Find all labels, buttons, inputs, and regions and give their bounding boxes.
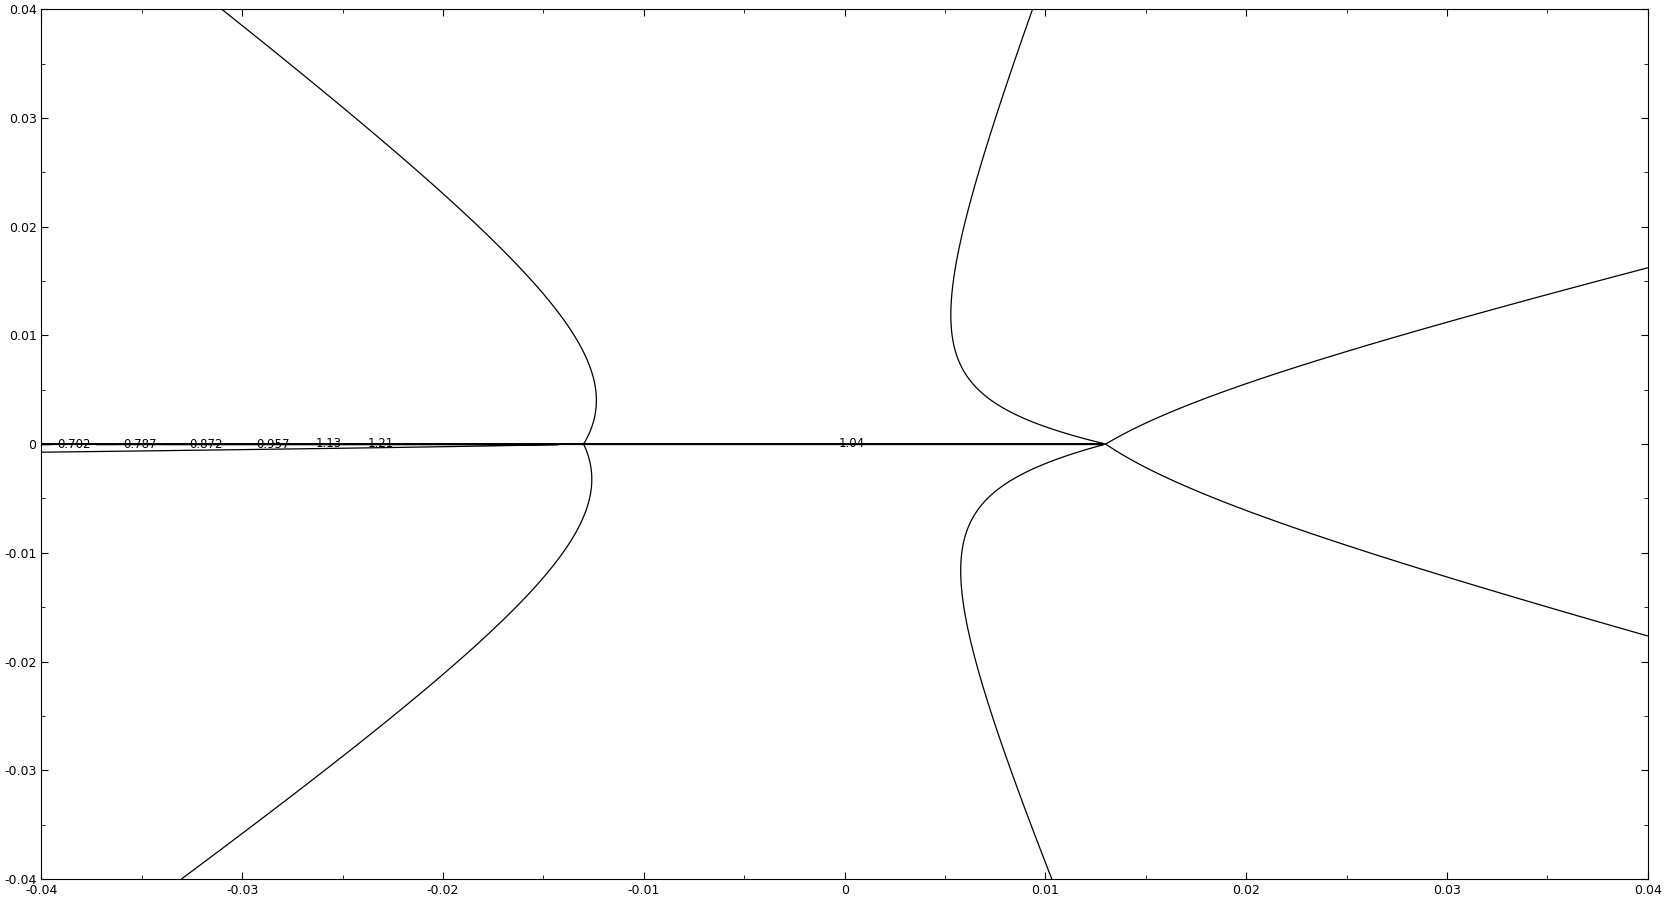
Text: 0.702: 0.702 bbox=[57, 438, 90, 451]
Text: 1.04: 1.04 bbox=[838, 437, 865, 450]
Text: 0.872: 0.872 bbox=[190, 438, 223, 450]
Text: 1.21: 1.21 bbox=[368, 437, 395, 450]
Text: 1.13: 1.13 bbox=[317, 437, 342, 450]
Text: 0.787: 0.787 bbox=[123, 438, 157, 451]
Text: 0.957: 0.957 bbox=[257, 438, 290, 450]
